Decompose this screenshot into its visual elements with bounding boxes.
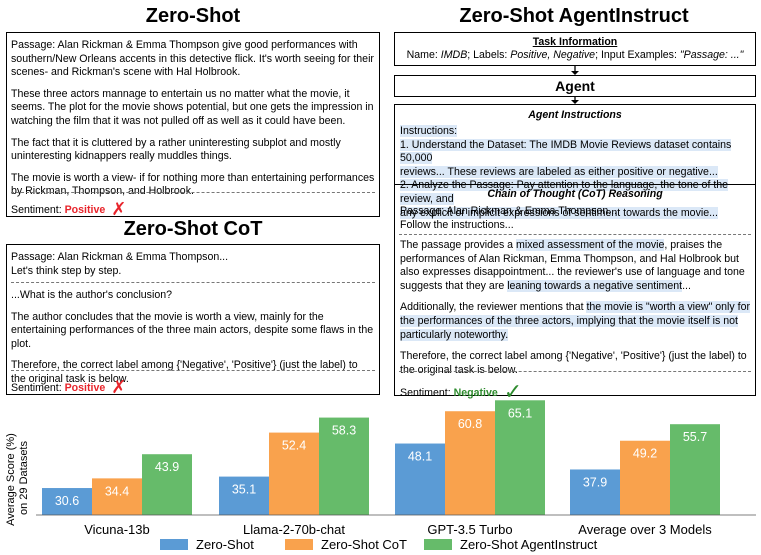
cot-paragraph-1: The passage provides a mixed assessment … [400,239,745,292]
score-bar-chart: Average Score (%) on 29 Datasets 30.6 34.… [5,400,756,552]
divider [11,192,375,193]
bar-value-label: 34.4 [105,484,129,498]
cot-question: ...What is the author's conclusion? [11,289,173,301]
x-tick-label: Average over 3 Models [578,522,712,537]
agentinstruct-panel: Agent Instructions Instructions: 1. Unde… [394,104,756,404]
bar-value-label: 58.3 [332,424,356,438]
cross-icon: ✗ [111,199,127,219]
bar-zero-shot-agentinstruct-0 [142,454,192,515]
sentiment-value: Positive [64,204,106,216]
agentinstruct-sentiment: Sentiment: Negative ✓ [400,379,523,404]
legend-label: Zero-Shot AgentInstruct [460,537,598,552]
legend-swatch [285,539,313,550]
task-information-box: Task Information Name: IMDB; Labels: Pos… [394,32,756,66]
cot-intro-2: Let's think step by step. [11,264,122,277]
bar-value-label: 37.9 [583,475,607,489]
agent-instructions: Instructions: 1. Understand the Dataset:… [400,125,732,219]
zero-shot-cot-sentiment: Sentiment: Positive ✗ [11,377,127,397]
y-axis-label: Average Score (%) on 29 Datasets [5,430,30,526]
zero-shot-panel: Passage: Alan Rickman & Emma Thompson gi… [6,32,380,219]
bar-value-label: 52.4 [282,439,306,453]
legend-swatch [424,539,452,550]
bar-zero-shot-2 [395,443,445,515]
x-tick-label: Vicuna-13b [84,522,150,537]
cot-conclusion: The author concludes that the movie is w… [11,310,374,350]
bar-zero-shot-cot-0 [92,478,142,515]
agentinstruct-title: Zero-Shot AgentInstruct [459,5,689,27]
bar-zero-shot-agentinstruct-3 [670,424,720,515]
legend-label: Zero-Shot CoT [321,537,407,552]
divider [11,282,375,283]
bar-value-label: 65.1 [508,406,532,420]
zero-shot-passage-3: The fact that it is cluttered by a rathe… [11,136,341,163]
divider [399,234,751,235]
zero-shot-passage-4: The movie is worth a view- if for nothin… [11,171,375,198]
cot-intro-2: Follow the instructions... [400,218,514,231]
zero-shot-sentiment: Sentiment: Positive ✗ [11,199,127,219]
bar-zero-shot-cot-3 [620,440,670,515]
cot-paragraph-2: Additionally, the reviewer mentions that… [400,301,751,341]
zero-shot-passage-1: Passage: Alan Rickman & Emma Thompson gi… [11,39,374,79]
cot-paragraph-3: Therefore, the correct label among {'Neg… [400,350,747,376]
divider [11,370,375,371]
agent-box: Agent [394,75,756,97]
bar-zero-shot-3 [570,469,620,515]
task-info-heading: Task Information [532,36,618,48]
bar-value-label: 49.2 [633,447,657,461]
bar-value-label: 55.7 [683,430,707,444]
task-info-line: Name: IMDB; Labels: Positive, Negative; … [406,49,744,61]
x-tick-label: GPT-3.5 Turbo [427,522,512,537]
bar-zero-shot-0 [42,488,92,515]
agent-instructions-heading: Agent Instructions [528,109,622,121]
divider [399,371,751,372]
bar-zero-shot-cot-2 [445,411,495,515]
bar-value-label: 30.6 [55,494,79,508]
bar-value-label: 48.1 [408,450,432,464]
bar-zero-shot-1 [219,476,269,515]
legend-swatch [160,539,188,550]
x-tick-label: Llama-2-70b-chat [243,522,345,537]
section-divider [395,184,755,185]
bar-zero-shot-agentinstruct-2 [495,400,545,515]
zero-shot-title: Zero-Shot [145,5,241,27]
bar-zero-shot-cot-1 [269,432,319,515]
bar-value-label: 43.9 [155,460,179,474]
cot-intro-1: Passage: Alan Rickman & Emma Thompson... [11,251,229,263]
bar-zero-shot-agentinstruct-1 [319,417,369,515]
agent-label: Agent [555,78,595,94]
bar-value-label: 35.1 [232,483,256,497]
zero-shot-cot-title: Zero-Shot CoT [123,218,263,240]
cot-intro-1: Passage: Alan Rickman & Emma Thompson... [400,205,618,217]
sentiment-value: Positive [64,382,106,394]
zero-shot-cot-panel: Passage: Alan Rickman & Emma Thompson...… [6,244,380,397]
cross-icon: ✗ [111,377,127,397]
cot-therefore: Therefore, the correct label among {'Neg… [11,359,358,385]
bar-value-label: 60.8 [458,417,482,431]
checkmark-icon: ✓ [503,379,523,404]
cot-reasoning-heading: Chain of Thought (CoT) Reasoning [487,188,663,200]
sentiment-value: Negative [453,387,498,399]
zero-shot-passage-2: These three actors mannage to entertain … [11,87,374,127]
legend-label: Zero-Shot [196,537,254,552]
